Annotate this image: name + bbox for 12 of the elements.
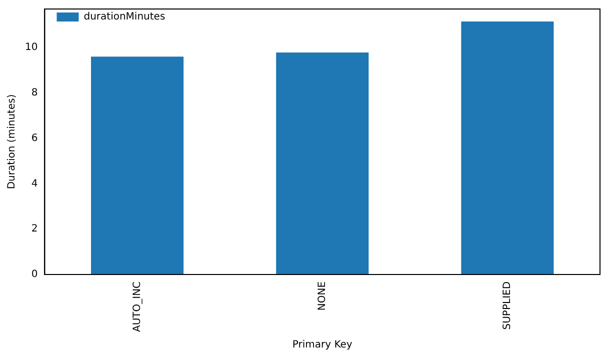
y-tick-label: 2	[31, 224, 38, 235]
x-tick-label: AUTO_INC	[132, 281, 143, 332]
legend-label: durationMinutes	[84, 12, 166, 23]
x-axis-title: Primary Key	[292, 340, 352, 351]
y-axis-title: Duration (minutes)	[6, 94, 18, 190]
x-tick-label: SUPPLIED	[502, 281, 514, 330]
y-tick-label: 10	[24, 42, 38, 54]
x-tick-label: NONE	[316, 281, 328, 311]
y-tick-label: 0	[31, 269, 38, 280]
y-tick-label: 8	[31, 88, 38, 99]
y-tick-label: 4	[31, 178, 38, 190]
y-tick-label: 6	[31, 132, 38, 144]
